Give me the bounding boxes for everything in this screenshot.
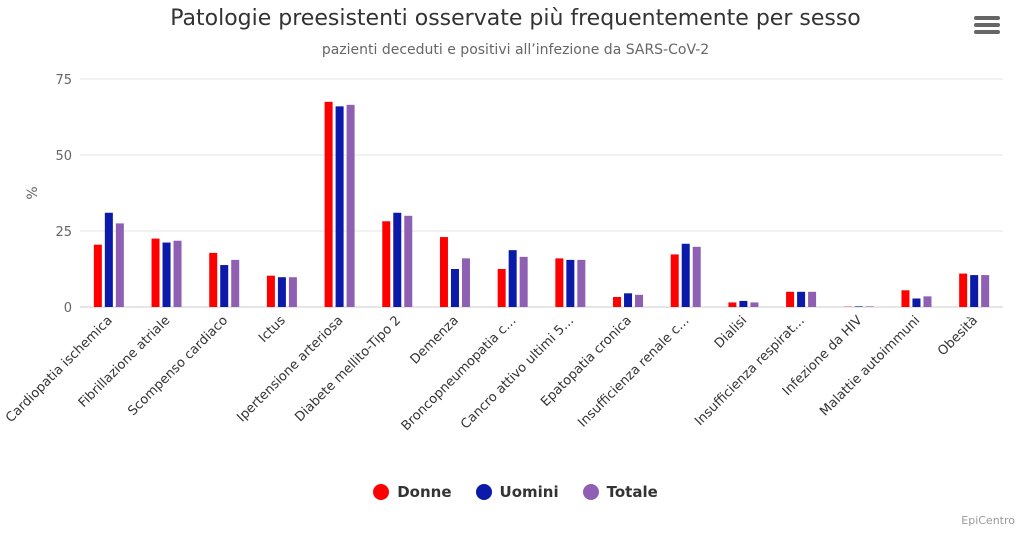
x-tick-label: Broncopneumopatia c… [399,313,520,434]
bar-donne-3[interactable] [266,275,275,307]
x-tick-label: Malattie autoimmuni [817,313,923,419]
bar-donne-9[interactable] [613,296,622,307]
bar-donne-15[interactable] [959,273,968,307]
x-tick-label: Dialisi [712,313,750,351]
bar-uomini-15[interactable] [970,275,979,307]
bar-uomini-2[interactable] [220,265,229,307]
chart-title: Patologie preesistenti osservate più fre… [170,6,861,31]
legend-item-donne[interactable]: Donne [373,483,452,501]
hamburger-menu-icon[interactable] [974,16,1000,38]
x-tick-label: Scompenso cardiaco [125,313,231,419]
bar-totale-8[interactable] [577,259,586,307]
bar-totale-10[interactable] [692,246,701,307]
bar-uomini-7[interactable] [508,250,517,307]
x-tick-label: Cancro attivo ultimi 5… [458,313,577,432]
bar-donne-1[interactable] [151,238,160,307]
bar-donne-0[interactable] [93,244,102,307]
bar-uomini-12[interactable] [797,291,806,307]
bar-totale-14[interactable] [923,296,932,307]
chart-legend: Donne Uomini Totale [0,483,1031,501]
legend-label: Totale [606,483,658,501]
bar-donne-6[interactable] [439,237,448,307]
x-tick-label: Ipertensione arteriosa [234,313,346,425]
y-tick-label: 50 [55,149,72,164]
bar-donne-12[interactable] [786,291,795,307]
bar-totale-6[interactable] [461,258,470,307]
y-tick-label: 0 [64,301,72,316]
bar-uomini-10[interactable] [681,243,690,307]
bar-uomini-8[interactable] [566,259,575,307]
bar-uomini-5[interactable] [393,212,402,307]
bar-donne-14[interactable] [901,290,910,307]
y-tick-label: 25 [55,225,72,240]
bar-donne-2[interactable] [209,252,218,307]
x-tick-label: Diabete mellito-Tipo 2 [292,313,404,425]
bar-totale-1[interactable] [173,240,182,307]
bar-totale-9[interactable] [635,294,644,307]
bar-donne-7[interactable] [497,269,506,307]
bar-donne-10[interactable] [670,254,679,307]
bar-totale-13[interactable] [865,306,874,307]
legend-label: Donne [397,483,452,501]
bar-totale-15[interactable] [981,275,990,307]
bar-donne-4[interactable] [324,101,333,307]
bar-donne-8[interactable] [555,258,564,307]
x-tick-label: Insufficienza respirat… [692,313,808,429]
legend-label: Uomini [499,483,559,501]
x-tick-label: Ictus [256,313,289,346]
bar-donne-5[interactable] [382,221,391,307]
x-tick-label: Insufficienza renale c… [575,313,692,430]
x-tick-label: Demenza [408,313,462,367]
chart-subtitle: pazienti deceduti e positivi all’infezio… [321,42,710,58]
legend-item-uomini[interactable]: Uomini [475,483,559,501]
bar-uomini-11[interactable] [739,300,748,307]
y-tick-label: 75 [55,73,72,88]
legend-item-totale[interactable]: Totale [582,483,658,501]
bar-totale-3[interactable] [288,277,297,307]
legend-marker-icon [373,484,390,500]
bar-uomini-6[interactable] [450,269,459,307]
bar-totale-11[interactable] [750,302,759,307]
x-tick-label: Obesità [935,313,981,359]
bar-donne-11[interactable] [728,302,737,307]
bar-uomini-13[interactable] [854,306,863,307]
bar-uomini-1[interactable] [162,242,171,307]
bar-totale-7[interactable] [519,256,528,307]
bar-uomini-9[interactable] [624,293,633,307]
credits-link[interactable]: EpiCentro [961,514,1015,527]
bar-uomini-3[interactable] [277,277,286,307]
bar-uomini-4[interactable] [335,106,344,307]
x-tick-label: Cardiopatia ischemica [3,313,116,426]
y-axis-title: % [25,186,41,199]
bar-totale-2[interactable] [231,259,240,307]
bar-uomini-14[interactable] [912,298,921,307]
legend-marker-icon [475,484,492,500]
bar-totale-4[interactable] [346,104,355,307]
bar-totale-12[interactable] [808,291,817,307]
bar-uomini-0[interactable] [104,212,113,307]
bar-totale-5[interactable] [404,215,413,307]
bar-totale-0[interactable] [115,223,124,307]
legend-marker-icon [582,484,599,500]
